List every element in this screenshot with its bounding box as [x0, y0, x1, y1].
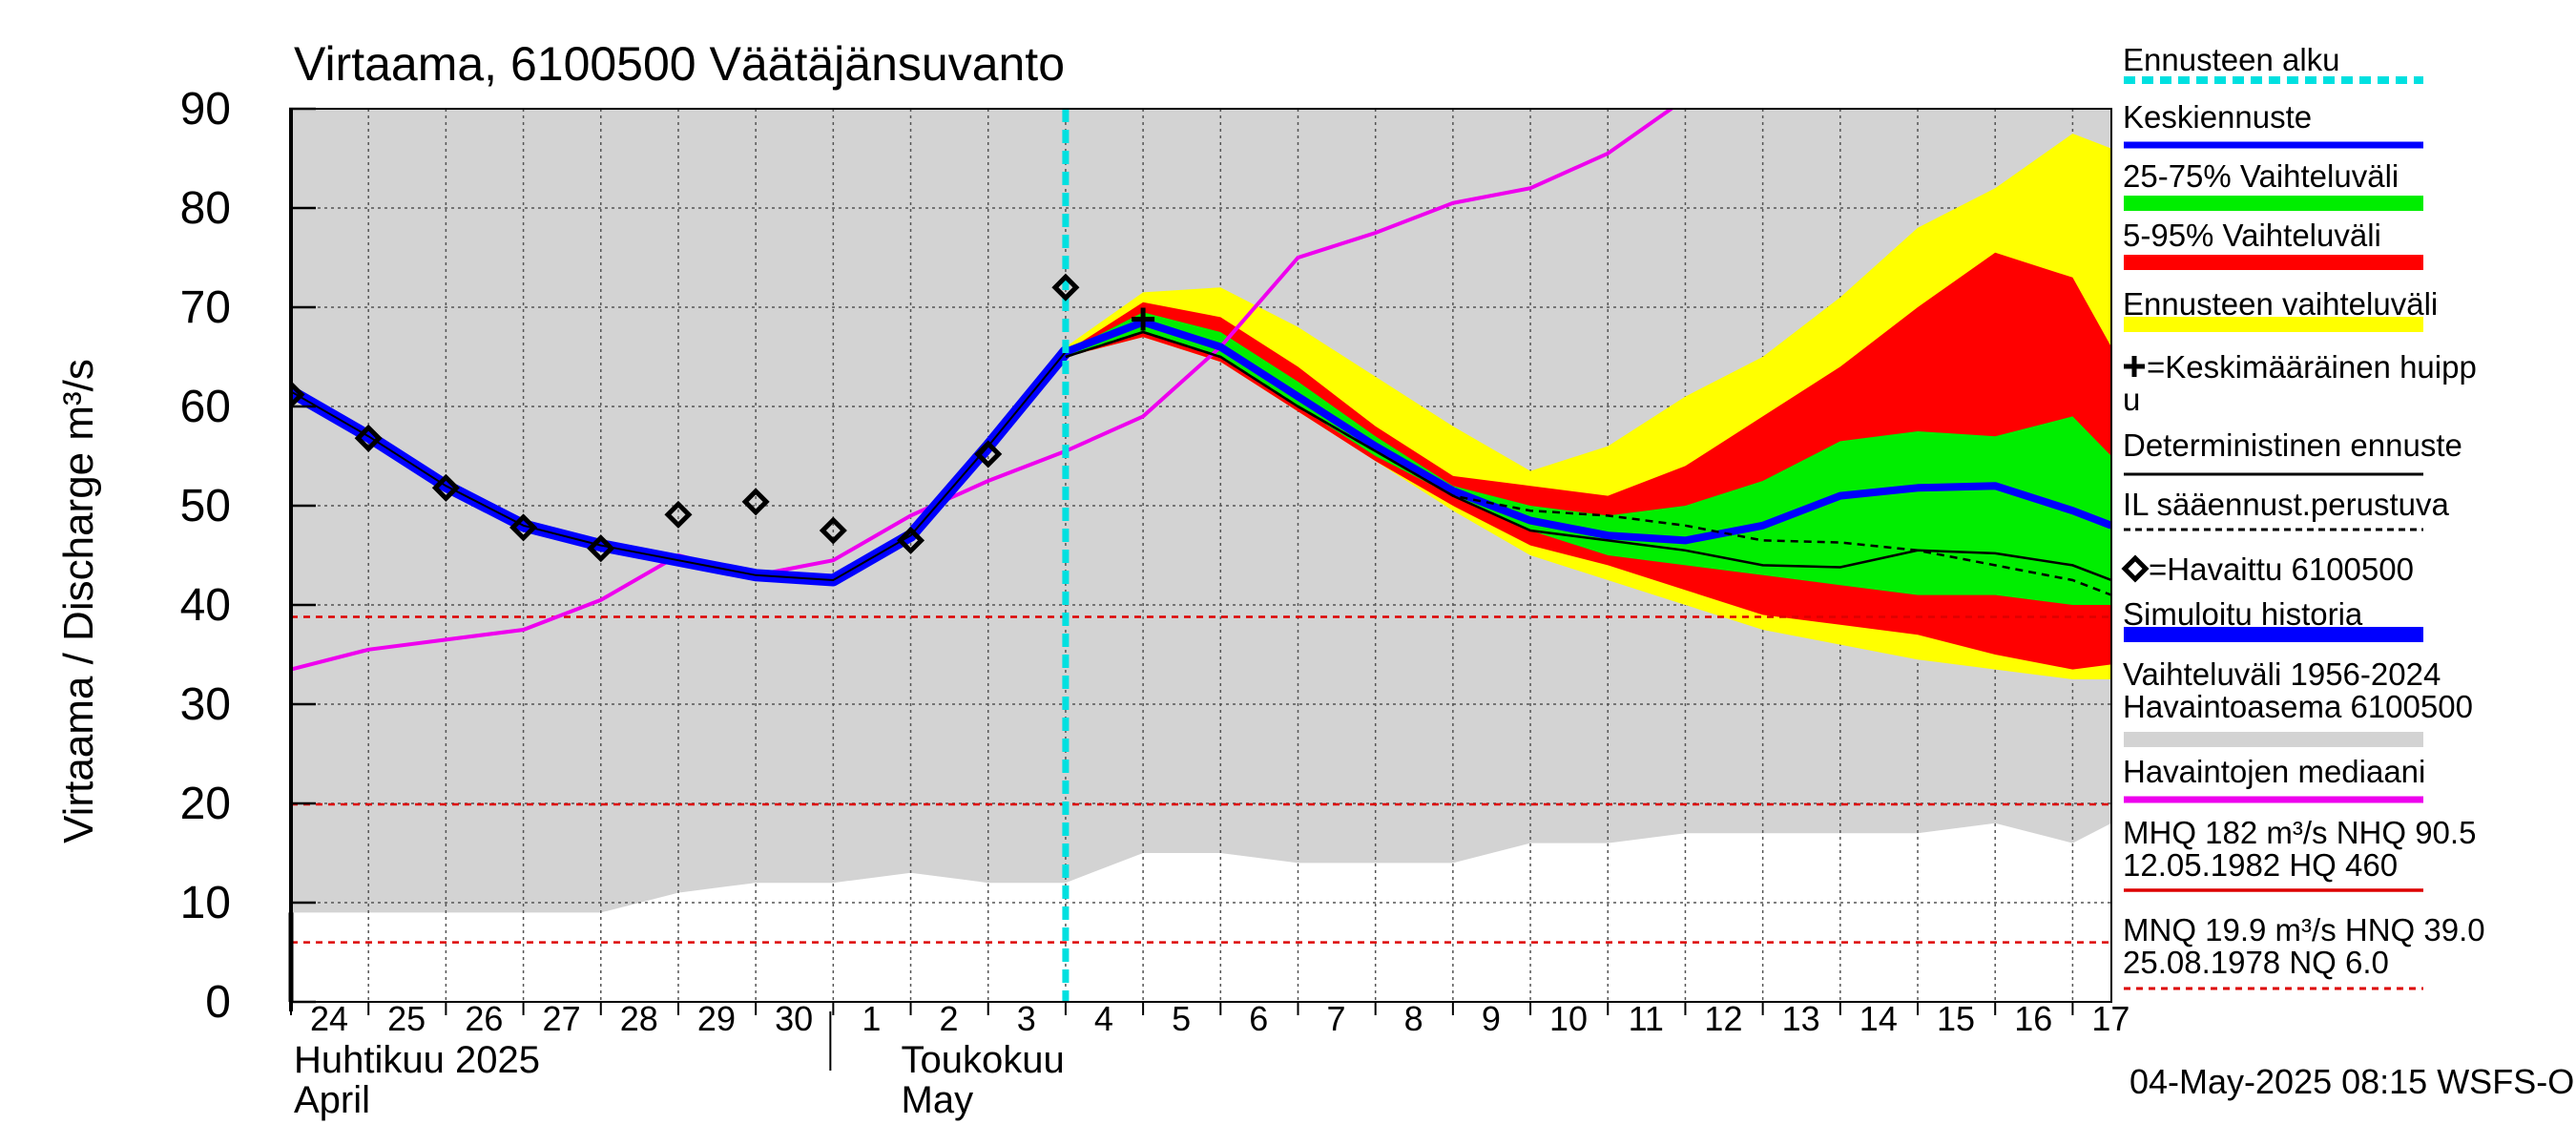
x-day-label: 1	[862, 999, 881, 1038]
x-day-label: 13	[1782, 999, 1820, 1038]
month-label-en: May	[902, 1079, 974, 1121]
month-label-fi: Huhtikuu 2025	[294, 1039, 540, 1081]
p25-75-band	[1065, 312, 2111, 605]
x-day-label: 8	[1404, 999, 1423, 1038]
mean-peak-marker	[1132, 307, 1155, 331]
month-label-en: April	[294, 1079, 370, 1121]
x-day-label: 28	[620, 999, 658, 1038]
legend-label-line2: u	[2123, 382, 2140, 417]
legend-label: Ennusteen vaihteluväli	[2123, 286, 2438, 322]
y-tick-label: 90	[180, 84, 231, 135]
legend-label-line2: 25.08.1978 NQ 6.0	[2123, 945, 2389, 980]
observed-point	[291, 380, 305, 409]
x-day-label: 11	[1629, 999, 1664, 1038]
y-tick-label: 50	[180, 481, 231, 531]
mean-forecast-line	[1064, 318, 2111, 545]
x-day-label: 16	[2014, 999, 2052, 1038]
x-day-label: 3	[1017, 999, 1036, 1038]
simulated-history-center	[291, 351, 1067, 582]
y-tick-label: 40	[180, 580, 231, 631]
legend-label: MHQ 182 m³/s NHQ 90.5	[2123, 815, 2476, 850]
legend: Ennusteen alku Keskiennuste 25-75% Vaihtel…	[2121, 42, 2485, 990]
x-day-label: 4	[1094, 999, 1113, 1038]
observed-point	[819, 516, 847, 545]
historical-range-band	[291, 109, 2111, 913]
legend-label-line2: 12.05.1982 HQ 460	[2123, 847, 2398, 883]
legend-label: Keskiennuste	[2123, 99, 2312, 135]
observed-point	[431, 473, 460, 502]
legend-label: =Havaittu 6100500	[2149, 552, 2414, 587]
observed-point	[1051, 273, 1080, 302]
y-tick-label: 10	[180, 878, 231, 928]
observed-point	[664, 500, 693, 529]
x-day-label: 9	[1482, 999, 1501, 1038]
x-day-label: 25	[387, 999, 426, 1038]
legend-plus-symbol	[2124, 356, 2145, 377]
x-day-label: 10	[1549, 999, 1588, 1038]
y-axis-label: Virtaama / Discharge m³/s	[55, 359, 102, 843]
observed-point	[741, 488, 770, 516]
y-tick-label: 80	[180, 183, 231, 234]
x-day-label: 7	[1326, 999, 1345, 1038]
plot-area	[291, 109, 2111, 1002]
y-tick-label: 0	[205, 977, 231, 1028]
x-day-label: 29	[697, 999, 736, 1038]
legend-label: Ennusteen alku	[2123, 42, 2340, 77]
x-day-label: 17	[2091, 999, 2129, 1038]
legend-label: Deterministinen ennuste	[2123, 427, 2462, 463]
y-tick-label: 70	[180, 282, 231, 333]
x-day-label: 15	[1937, 999, 1975, 1038]
legend-label: Havaintojen mediaani	[2123, 754, 2425, 789]
observed-point	[896, 526, 925, 554]
legend-label: IL sääennust.perustuva	[2123, 487, 2449, 522]
x-day-label: 27	[543, 999, 581, 1038]
x-day-label: 14	[1859, 999, 1898, 1038]
month-label-fi: Toukokuu	[902, 1039, 1065, 1081]
x-day-label: 5	[1172, 999, 1191, 1038]
legend-label: =Keskimääräinen huipp	[2147, 349, 2477, 385]
y-tick-label: 20	[180, 779, 231, 829]
x-day-label: 6	[1249, 999, 1268, 1038]
y-tick-label: 30	[180, 679, 231, 730]
x-day-label: 30	[775, 999, 813, 1038]
il-weather-forecast-line	[1065, 330, 2111, 596]
legend-label: Vaihteluväli 1956-2024	[2123, 656, 2441, 692]
observed-point	[587, 534, 615, 563]
x-day-label: 2	[940, 999, 959, 1038]
x-day-label: 12	[1704, 999, 1742, 1038]
y-tick-label: 60	[180, 382, 231, 432]
observed-point	[509, 513, 538, 542]
observed-point	[354, 424, 383, 452]
legend-label-line2: Havaintoasema 6100500	[2123, 689, 2473, 724]
legend-label: 25-75% Vaihteluväli	[2123, 158, 2399, 194]
legend-label: Simuloitu historia	[2123, 596, 2363, 632]
legend-diamond-symbol	[2121, 554, 2150, 583]
median-line	[291, 109, 1675, 672]
x-day-label: 26	[465, 999, 503, 1038]
chart-title: Virtaama, 6100500 Väätäjänsuvanto	[294, 37, 1065, 91]
timestamp: 04-May-2025 08:15 WSFS-O	[2129, 1062, 2574, 1101]
x-day-label: 24	[310, 999, 348, 1038]
observed-point	[974, 440, 1003, 468]
legend-label: 5-95% Vaihteluväli	[2123, 218, 2381, 253]
legend-label: MNQ 19.9 m³/s HNQ 39.0	[2123, 912, 2485, 947]
